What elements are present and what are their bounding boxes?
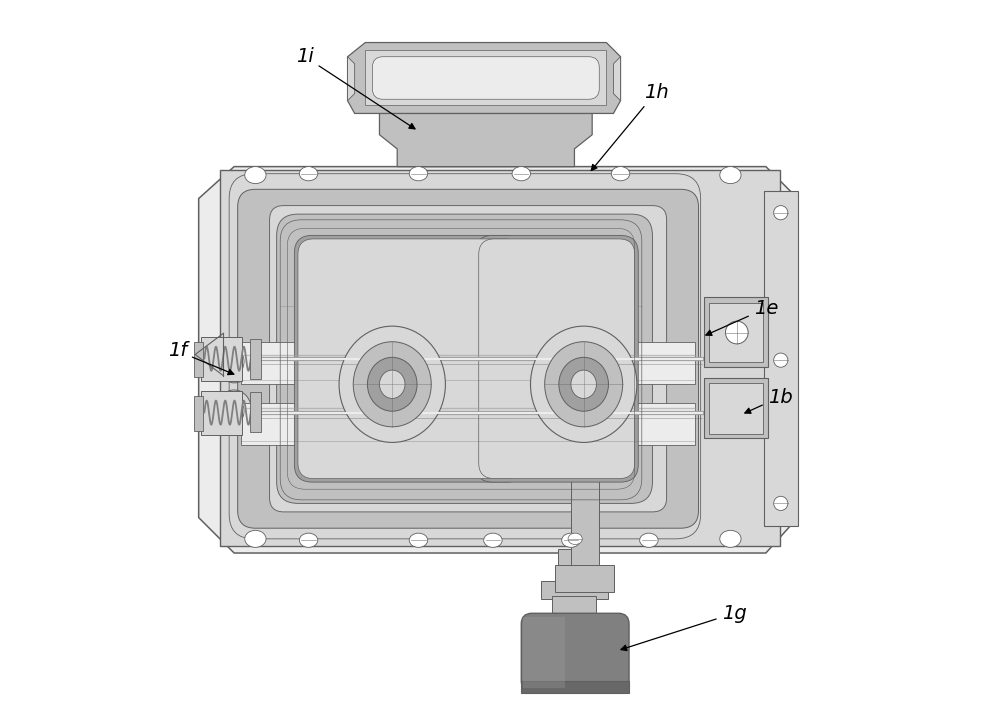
Bar	[201, 391, 242, 435]
Bar	[220, 170, 780, 546]
Polygon shape	[379, 113, 592, 167]
Text: 1e: 1e	[706, 299, 778, 335]
Bar	[194, 396, 203, 431]
Ellipse shape	[611, 167, 630, 181]
FancyBboxPatch shape	[521, 613, 629, 691]
Bar	[709, 383, 763, 434]
Text: 1h: 1h	[591, 83, 668, 170]
Ellipse shape	[562, 533, 580, 547]
Bar	[250, 339, 261, 379]
Bar	[521, 681, 629, 693]
Text: 1g: 1g	[621, 604, 746, 651]
Ellipse shape	[545, 342, 623, 427]
Ellipse shape	[216, 390, 252, 432]
Polygon shape	[348, 43, 621, 113]
Ellipse shape	[216, 340, 252, 383]
Ellipse shape	[339, 326, 445, 442]
Bar	[571, 436, 599, 585]
Polygon shape	[613, 57, 621, 101]
FancyBboxPatch shape	[238, 189, 699, 528]
Ellipse shape	[409, 167, 428, 181]
Bar	[541, 581, 608, 599]
Bar	[201, 337, 242, 381]
Ellipse shape	[720, 530, 741, 547]
Ellipse shape	[774, 353, 788, 367]
Bar	[558, 549, 592, 585]
Bar	[764, 191, 798, 526]
Bar	[704, 378, 768, 438]
Ellipse shape	[774, 206, 788, 220]
Text: 1i: 1i	[296, 48, 415, 129]
FancyBboxPatch shape	[475, 235, 638, 482]
FancyBboxPatch shape	[298, 239, 521, 479]
Ellipse shape	[484, 533, 502, 547]
Bar	[194, 342, 203, 377]
Text: 1b: 1b	[745, 388, 792, 413]
Ellipse shape	[224, 398, 244, 424]
Ellipse shape	[245, 530, 266, 547]
Ellipse shape	[774, 496, 788, 510]
FancyBboxPatch shape	[277, 214, 652, 503]
Bar	[241, 342, 695, 384]
Bar	[704, 297, 768, 367]
FancyBboxPatch shape	[372, 57, 599, 99]
Polygon shape	[348, 57, 355, 101]
Ellipse shape	[353, 342, 431, 427]
Polygon shape	[199, 167, 798, 553]
Ellipse shape	[379, 370, 405, 398]
Text: 1f: 1f	[168, 342, 234, 374]
Bar	[250, 392, 261, 432]
Ellipse shape	[571, 370, 596, 398]
Bar	[523, 617, 565, 688]
Ellipse shape	[559, 357, 608, 411]
Ellipse shape	[299, 533, 318, 547]
Ellipse shape	[299, 167, 318, 181]
Bar	[552, 596, 596, 617]
Ellipse shape	[725, 321, 748, 344]
Bar	[709, 303, 763, 362]
Bar	[555, 565, 614, 592]
Ellipse shape	[409, 533, 428, 547]
FancyBboxPatch shape	[479, 239, 635, 479]
Ellipse shape	[367, 357, 417, 411]
Ellipse shape	[245, 167, 266, 184]
Ellipse shape	[530, 326, 637, 442]
Ellipse shape	[512, 167, 530, 181]
FancyBboxPatch shape	[294, 235, 525, 482]
Ellipse shape	[640, 533, 658, 547]
Bar	[241, 403, 695, 445]
Bar	[365, 50, 606, 105]
Ellipse shape	[224, 349, 244, 374]
FancyBboxPatch shape	[270, 206, 667, 512]
Ellipse shape	[720, 167, 741, 184]
Ellipse shape	[568, 533, 582, 545]
